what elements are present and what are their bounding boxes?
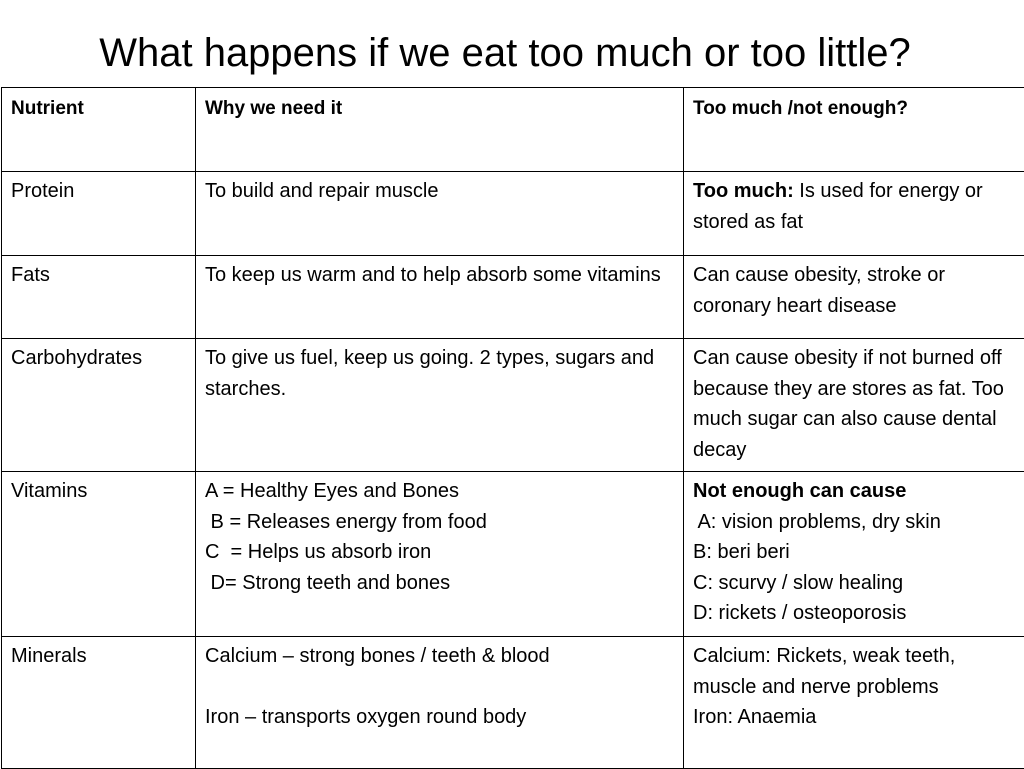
cell-effect-vitamins: Not enough can cause A: vision problems,… xyxy=(684,472,1024,637)
table-row-minerals: Minerals Calcium – strong bones / teeth … xyxy=(2,637,1024,769)
cell-effect-minerals: Calcium: Rickets, weak teeth, muscle and… xyxy=(684,637,1024,769)
vitamin-c-line: C = Helps us absorb iron xyxy=(205,537,673,568)
cell-effect-protein: Too much: Is used for energy or stored a… xyxy=(684,172,1024,256)
cell-why-carbohydrates: To give us fuel, keep us going. 2 types,… xyxy=(196,339,684,472)
nutrient-table: Nutrient Why we need it Too much /not en… xyxy=(1,87,1024,769)
effect-label-too-much: Too much: xyxy=(693,180,794,202)
vitamin-a-line: A = Healthy Eyes and Bones xyxy=(205,476,673,507)
vitamin-d-line: D= Strong teeth and bones xyxy=(205,568,673,599)
vitamin-b-line: B = Releases energy from food xyxy=(205,507,673,538)
cell-nutrient-minerals: Minerals xyxy=(2,637,196,769)
deficiency-a-line: A: vision problems, dry skin xyxy=(693,507,1014,538)
why-text: To build and repair muscle xyxy=(205,180,438,202)
table-row-protein: Protein To build and repair muscle Too m… xyxy=(2,172,1024,256)
table-row-fats: Fats To keep us warm and to help absorb … xyxy=(2,256,1024,339)
cell-why-protein: To build and repair muscle xyxy=(196,172,684,256)
slide-title: What happens if we eat too much or too l… xyxy=(0,26,1010,80)
cell-nutrient-vitamins: Vitamins xyxy=(2,472,196,637)
calcium-effect-line: Calcium: Rickets, weak teeth, muscle and… xyxy=(693,641,1014,702)
table-row-carbohydrates: Carbohydrates To give us fuel, keep us g… xyxy=(2,339,1024,472)
cell-why-minerals: Calcium – strong bones / teeth & blood I… xyxy=(196,637,684,769)
iron-effect-line: Iron: Anaemia xyxy=(693,702,1014,733)
header-why-we-need-it: Why we need it xyxy=(196,88,684,172)
cell-nutrient-carbohydrates: Carbohydrates xyxy=(2,339,196,472)
table-header-row: Nutrient Why we need it Too much /not en… xyxy=(2,88,1024,172)
iron-line: Iron – transports oxygen round body xyxy=(205,702,673,733)
header-nutrient: Nutrient xyxy=(2,88,196,172)
calcium-line: Calcium – strong bones / teeth & blood xyxy=(205,641,673,672)
cell-effect-fats: Can cause obesity, stroke or coronary he… xyxy=(684,256,1024,339)
cell-effect-carbohydrates: Can cause obesity if not burned off beca… xyxy=(684,339,1024,472)
why-text: To give us fuel, keep us going. 2 types,… xyxy=(205,347,654,400)
cell-nutrient-fats: Fats xyxy=(2,256,196,339)
deficiency-c-line: C: scurvy / slow healing xyxy=(693,568,1014,599)
cell-why-vitamins: A = Healthy Eyes and Bones B = Releases … xyxy=(196,472,684,637)
deficiency-d-line: D: rickets / osteoporosis xyxy=(693,598,1014,629)
cell-why-fats: To keep us warm and to help absorb some … xyxy=(196,256,684,339)
table-row-vitamins: Vitamins A = Healthy Eyes and Bones B = … xyxy=(2,472,1024,637)
deficiency-b-line: B: beri beri xyxy=(693,537,1014,568)
spacer xyxy=(205,672,673,703)
why-text: To keep us warm and to help absorb some … xyxy=(205,264,661,286)
header-too-much-not-enough: Too much /not enough? xyxy=(684,88,1024,172)
cell-nutrient-protein: Protein xyxy=(2,172,196,256)
effect-heading-not-enough: Not enough can cause xyxy=(693,476,1014,507)
